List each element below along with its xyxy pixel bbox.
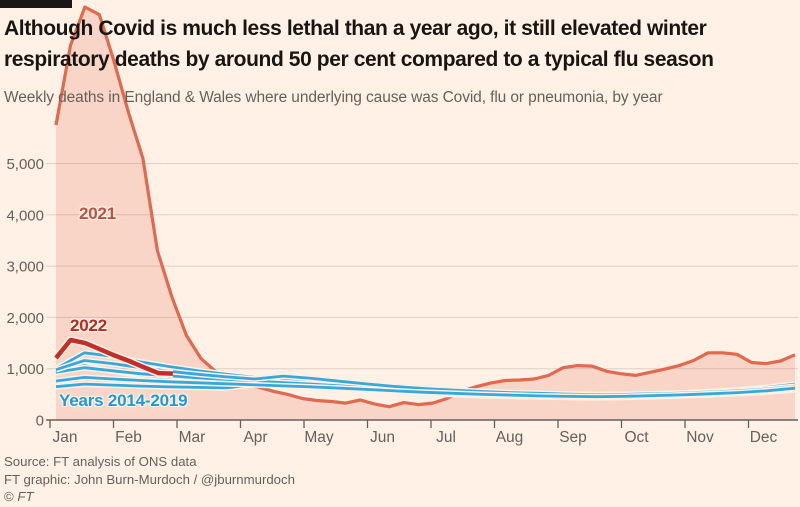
x-tick-label: Mar [179,429,206,446]
y-tick-label: 4,000 [6,207,44,224]
chart-subtitle: Weekly deaths in England & Wales where u… [4,89,663,106]
y-tick-label: 3,000 [6,259,44,276]
x-tick-label: Feb [115,429,142,446]
x-tick-label: Sep [559,429,587,446]
x-tick-label: May [304,429,334,446]
y-tick-label: 5,000 [6,156,44,173]
source-line: Source: FT analysis of ONS data [4,454,197,469]
line-2021 [54,5,796,409]
x-tick-label: Apr [243,429,267,446]
x-tick-label: Aug [496,429,524,446]
x-tick-label: Nov [686,429,714,446]
y-tick-label: 0 [36,413,44,430]
series-label-2021: 2021 [79,204,117,223]
chart-title: Although Covid is much less lethal than … [4,17,714,71]
series-label-2022: 2022 [70,316,108,335]
x-tick-label: Jan [53,429,78,446]
x-tick-label: Jun [370,429,395,446]
x-tick-label: Oct [624,429,649,446]
ft-top-bar [0,0,72,8]
chart-footer: Source: FT analysis of ONS data FT graph… [4,453,295,506]
x-tick-label: Dec [750,429,778,446]
line-2022 [54,337,173,376]
x-tick-label: Jul [436,429,456,446]
y-tick-label: 1,000 [6,361,44,378]
line-2019 [55,375,796,399]
series-label-2014-2019: Years 2014-2019 [59,391,188,410]
credit-line: FT graphic: John Burn-Murdoch / @jburnmu… [4,471,295,487]
copyright-line: © FT [4,489,34,505]
y-tick-label: 2,000 [6,310,44,327]
